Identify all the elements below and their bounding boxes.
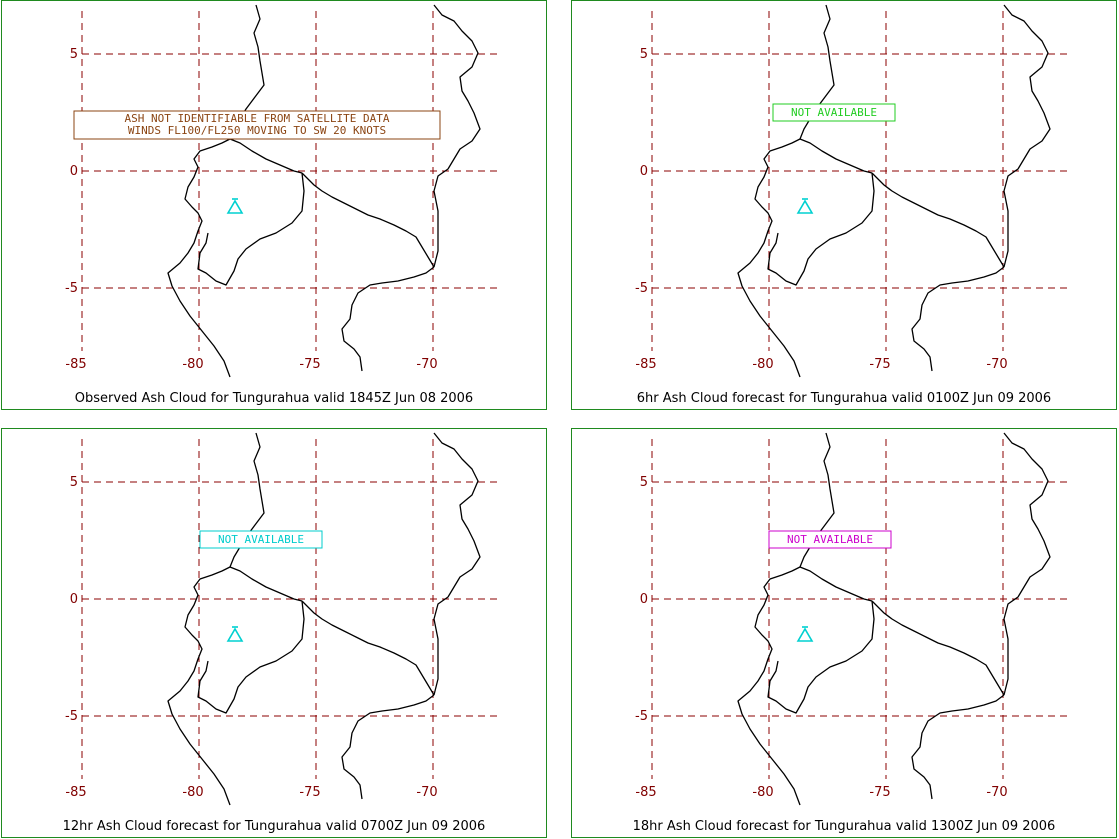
country-border bbox=[1003, 432, 1051, 696]
country-border bbox=[341, 694, 435, 800]
panel-caption: Observed Ash Cloud for Tungurahua valid … bbox=[74, 391, 474, 406]
country-border bbox=[1003, 4, 1051, 268]
lat-tick-label: -5 bbox=[65, 709, 78, 724]
country-border bbox=[871, 172, 1005, 268]
lat-tick-label: -5 bbox=[65, 281, 78, 296]
lat-tick-label: 5 bbox=[640, 47, 648, 62]
tick-labels: 5 0 -5 -85 -80 -75 -70 bbox=[635, 47, 1008, 372]
volcano-icon bbox=[796, 627, 814, 642]
message-box-frame bbox=[73, 110, 441, 140]
not-available-box: NOT AVAILABLE bbox=[199, 530, 323, 549]
coastline-ecuador-peru bbox=[737, 566, 873, 806]
volcano-icon bbox=[226, 199, 244, 214]
map-canvas: 5 0 -5 -85 -80 -75 -70 NOT AVAILABLE bbox=[635, 4, 1070, 378]
gridlines bbox=[81, 11, 500, 351]
ash-map-panel-6hr: 5 0 -5 -85 -80 -75 -70 NOT AVAILABLE 6hr… bbox=[571, 0, 1117, 410]
map-canvas: 5 0 -5 -85 -80 -75 -70 NOT AVAILABLE bbox=[635, 432, 1070, 806]
coastline-ecuador-peru bbox=[737, 138, 873, 378]
not-available-box: NOT AVAILABLE bbox=[772, 103, 896, 122]
tungurahua-volcano-icon bbox=[226, 198, 244, 214]
lon-tick-label: -85 bbox=[635, 785, 656, 800]
lon-tick-label: -80 bbox=[752, 357, 773, 372]
lon-tick-label: -75 bbox=[869, 357, 890, 372]
not-available-box: NOT AVAILABLE bbox=[768, 530, 892, 549]
message-line: WINDS FL100/FL250 MOVING TO SW 20 KNOTS bbox=[128, 124, 386, 137]
panel-caption: 12hr Ash Cloud forecast for Tungurahua v… bbox=[62, 819, 486, 834]
lat-tick-label: 0 bbox=[640, 592, 648, 607]
coastline-ecuador-peru bbox=[167, 566, 303, 806]
coastline-ecuador-peru bbox=[167, 138, 303, 378]
lon-tick-label: -80 bbox=[182, 785, 203, 800]
gridlines bbox=[81, 439, 500, 779]
volcano-icon bbox=[226, 627, 244, 642]
message-box-frame bbox=[199, 530, 323, 549]
country-border bbox=[871, 600, 1005, 696]
lat-tick-label: 0 bbox=[70, 164, 78, 179]
country-border bbox=[341, 266, 435, 372]
tick-labels: 5 0 -5 -85 -80 -75 -70 bbox=[635, 475, 1008, 800]
lon-tick-label: -75 bbox=[299, 785, 320, 800]
country-border bbox=[197, 172, 305, 286]
volcano-icon bbox=[796, 199, 814, 214]
ash-message-box: ASH NOT IDENTIFIABLE FROM SATELLITE DATA… bbox=[73, 110, 441, 140]
lat-tick-label: -5 bbox=[635, 709, 648, 724]
message-line: ASH NOT IDENTIFIABLE FROM SATELLITE DATA bbox=[125, 112, 390, 125]
panel-caption: 6hr Ash Cloud forecast for Tungurahua va… bbox=[636, 391, 1052, 406]
lon-tick-label: -85 bbox=[65, 357, 86, 372]
ash-map-panel-observed: 5 0 -5 -85 -80 -75 -70 ASH NOT IDENTIFIA… bbox=[1, 0, 547, 410]
lon-tick-label: -70 bbox=[416, 785, 437, 800]
lat-tick-label: 0 bbox=[70, 592, 78, 607]
gridlines bbox=[651, 439, 1070, 779]
lat-tick-label: 5 bbox=[640, 475, 648, 490]
coastline-group bbox=[167, 432, 481, 806]
country-border bbox=[911, 694, 1005, 800]
tick-labels: 5 0 -5 -85 -80 -75 -70 bbox=[65, 47, 438, 372]
lon-tick-label: -85 bbox=[635, 357, 656, 372]
lon-tick-label: -75 bbox=[869, 785, 890, 800]
tick-labels: 5 0 -5 -85 -80 -75 -70 bbox=[65, 475, 438, 800]
country-border bbox=[767, 172, 875, 286]
lon-tick-label: -85 bbox=[65, 785, 86, 800]
tungurahua-volcano-icon bbox=[226, 626, 244, 642]
lon-tick-label: -75 bbox=[299, 357, 320, 372]
lon-tick-label: -80 bbox=[182, 357, 203, 372]
message-line: NOT AVAILABLE bbox=[218, 533, 304, 546]
country-border bbox=[301, 600, 435, 696]
message-line: NOT AVAILABLE bbox=[791, 106, 877, 119]
map-canvas: 5 0 -5 -85 -80 -75 -70 ASH NOT IDENTIFIA… bbox=[65, 4, 500, 378]
coastline-group bbox=[737, 4, 1051, 378]
lat-tick-label: 5 bbox=[70, 475, 78, 490]
country-border bbox=[433, 432, 481, 696]
lon-tick-label: -80 bbox=[752, 785, 773, 800]
country-border bbox=[433, 4, 481, 268]
lon-tick-label: -70 bbox=[986, 357, 1007, 372]
message-line: NOT AVAILABLE bbox=[787, 533, 873, 546]
country-border bbox=[197, 600, 305, 714]
lat-tick-label: 0 bbox=[640, 164, 648, 179]
lat-tick-label: -5 bbox=[635, 281, 648, 296]
message-box-frame bbox=[772, 103, 896, 122]
country-border bbox=[301, 172, 435, 268]
ash-map-panel-12hr: 5 0 -5 -85 -80 -75 -70 NOT AVAILABLE 12h… bbox=[1, 428, 547, 838]
tungurahua-volcano-icon bbox=[796, 198, 814, 214]
ash-map-panel-18hr: 5 0 -5 -85 -80 -75 -70 NOT AVAILABLE 18h… bbox=[571, 428, 1117, 838]
lon-tick-label: -70 bbox=[416, 357, 437, 372]
gridlines bbox=[651, 11, 1070, 351]
lon-tick-label: -70 bbox=[986, 785, 1007, 800]
tungurahua-volcano-icon bbox=[796, 626, 814, 642]
message-box-frame bbox=[768, 530, 892, 549]
country-border bbox=[767, 600, 875, 714]
country-border bbox=[911, 266, 1005, 372]
lat-tick-label: 5 bbox=[70, 47, 78, 62]
panel-caption: 18hr Ash Cloud forecast for Tungurahua v… bbox=[632, 819, 1056, 834]
map-canvas: 5 0 -5 -85 -80 -75 -70 NOT AVAILABLE bbox=[65, 432, 500, 806]
